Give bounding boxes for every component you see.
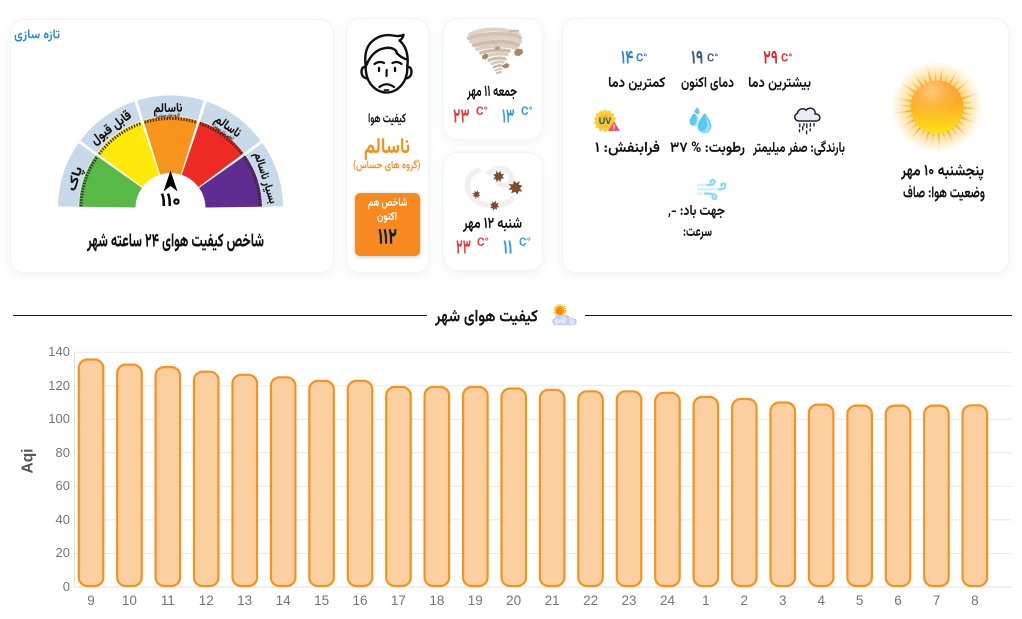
svg-text:UV: UV xyxy=(599,116,612,126)
svg-text:6: 6 xyxy=(894,593,902,608)
svg-text:5: 5 xyxy=(856,593,864,608)
svg-text:11: 11 xyxy=(161,593,175,608)
svg-text:14: 14 xyxy=(276,593,292,608)
svg-text:15: 15 xyxy=(314,593,329,608)
svg-text:23: 23 xyxy=(621,593,636,608)
svg-text:60: 60 xyxy=(56,478,70,493)
svg-text:80: 80 xyxy=(56,445,70,460)
svg-text:100: 100 xyxy=(48,411,70,426)
svg-text:10: 10 xyxy=(122,593,137,608)
svg-text:24: 24 xyxy=(660,593,676,608)
svg-text:1: 1 xyxy=(702,593,710,608)
svg-text:Aqi: Aqi xyxy=(20,449,37,474)
svg-text:16: 16 xyxy=(352,593,367,608)
svg-text:8: 8 xyxy=(971,593,979,608)
svg-text:140: 140 xyxy=(48,344,70,359)
svg-text:4: 4 xyxy=(817,593,825,608)
svg-text:7: 7 xyxy=(933,593,941,608)
svg-text:20: 20 xyxy=(506,593,521,608)
svg-text:13: 13 xyxy=(237,593,252,608)
svg-text:19: 19 xyxy=(468,593,483,608)
svg-text:9: 9 xyxy=(87,593,95,608)
svg-text:3: 3 xyxy=(779,593,787,608)
svg-text:2: 2 xyxy=(741,593,749,608)
svg-text:22: 22 xyxy=(583,593,598,608)
svg-text:12: 12 xyxy=(199,593,214,608)
svg-text:120: 120 xyxy=(48,378,70,393)
svg-text:21: 21 xyxy=(545,593,560,608)
svg-text:20: 20 xyxy=(56,545,70,560)
svg-text:17: 17 xyxy=(391,593,406,608)
svg-text:18: 18 xyxy=(429,593,444,608)
svg-text:!: ! xyxy=(613,125,615,132)
svg-text:0: 0 xyxy=(63,579,70,594)
svg-text:40: 40 xyxy=(56,512,70,527)
